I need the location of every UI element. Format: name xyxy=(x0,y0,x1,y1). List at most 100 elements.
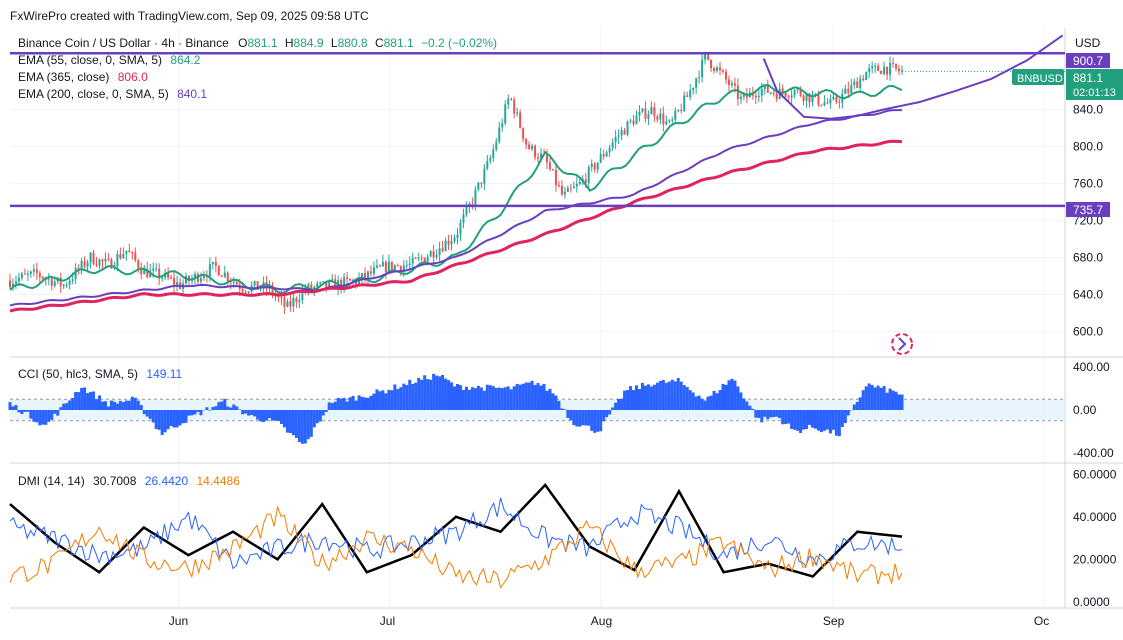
cci-bar xyxy=(766,410,770,420)
cci-bar xyxy=(157,410,161,430)
cci-bar xyxy=(682,385,686,410)
cci-bar xyxy=(136,400,140,410)
credit-line: FxWirePro created with TradingView.com, … xyxy=(10,9,369,23)
cci-bar xyxy=(793,410,797,430)
cci-bar xyxy=(709,395,713,410)
candle-body xyxy=(793,90,796,96)
dmi-legend[interactable]: DMI (14, 14) 30.7008 26.4420 14.4486 xyxy=(18,474,240,488)
candle-body xyxy=(223,272,226,277)
cci-bar xyxy=(605,410,609,418)
candle-body xyxy=(531,145,534,150)
currency-label[interactable]: USD xyxy=(1075,36,1101,50)
tradingview-logo-icon[interactable] xyxy=(891,333,913,355)
cci-bar xyxy=(620,398,624,410)
cci-bar xyxy=(572,410,576,426)
last-price-tag-bg xyxy=(1066,69,1123,100)
cci-bar xyxy=(673,381,677,410)
symbol-title[interactable]: Binance Coin / US Dollar · 4h · Binance xyxy=(18,36,229,50)
candle-body xyxy=(537,157,540,159)
cci-bar xyxy=(44,410,48,425)
candle-body xyxy=(196,273,199,282)
time-axis-label: Aug xyxy=(591,614,612,628)
candle-body xyxy=(584,179,587,184)
cci-bar xyxy=(336,397,340,410)
cci-bar xyxy=(590,410,594,431)
cci-bar xyxy=(772,410,776,418)
cci-bar xyxy=(637,389,641,410)
minus-di-line xyxy=(9,505,903,589)
candle-body xyxy=(629,120,632,122)
dmi-tick-label: 20.0000 xyxy=(1073,552,1117,566)
candle-body xyxy=(513,99,516,114)
cci-bar xyxy=(291,410,295,436)
candle-body xyxy=(384,261,387,273)
cci-bar xyxy=(97,395,101,410)
cci-bar xyxy=(354,400,358,410)
cci-bar xyxy=(241,410,245,415)
cci-legend[interactable]: CCI (50, hlc3, SMA, 5) 149.11 xyxy=(18,367,182,381)
cci-bar xyxy=(285,410,289,433)
close-label: C xyxy=(374,36,384,50)
cci-bar xyxy=(450,382,454,410)
candle-body xyxy=(202,275,205,278)
cci-bar xyxy=(56,410,60,416)
price-tick-label: 680.0 xyxy=(1073,250,1103,264)
candle-body xyxy=(754,95,757,98)
candle-body xyxy=(569,187,572,189)
cci-bar xyxy=(566,410,570,418)
candle-body xyxy=(599,154,602,163)
cci-bar xyxy=(718,390,722,410)
ema55-value: 864.2 xyxy=(170,53,201,67)
ema200-legend[interactable]: EMA (200, close, 0, SMA, 5) 840.1 xyxy=(18,87,207,101)
cci-bar xyxy=(89,391,93,410)
candle-body xyxy=(683,95,686,112)
candle-body xyxy=(492,149,495,159)
cci-bar xyxy=(623,390,627,410)
cci-bar xyxy=(163,410,167,433)
candle-body xyxy=(522,127,525,139)
candle-body xyxy=(724,71,727,80)
candle-body xyxy=(617,135,620,137)
candle-body xyxy=(880,70,883,74)
candle-body xyxy=(862,78,865,81)
cci-bar xyxy=(324,410,328,412)
cci-bar xyxy=(661,379,665,410)
cci-bar xyxy=(208,410,212,411)
candle-body xyxy=(859,78,862,89)
candle-body xyxy=(420,257,423,259)
candle-body xyxy=(733,83,736,86)
candle-body xyxy=(298,300,301,302)
cci-bar xyxy=(843,410,847,424)
cci-bar xyxy=(697,395,701,410)
candle-body xyxy=(626,121,629,135)
cci-bar xyxy=(184,410,188,423)
cci-bar xyxy=(193,410,197,415)
candle-body xyxy=(161,277,164,279)
ema55-legend[interactable]: EMA (55, close, 0, SMA, 5) 864.2 xyxy=(18,53,200,67)
ema365-legend[interactable]: EMA (365, close) 806.0 xyxy=(18,70,148,84)
cci-bar xyxy=(387,389,391,410)
candle-body xyxy=(408,263,411,266)
cci-bar xyxy=(742,398,746,410)
candle-body xyxy=(35,269,38,274)
cci-bar xyxy=(891,390,895,410)
cci-bar xyxy=(611,407,615,410)
candle-body xyxy=(128,250,131,253)
candle-body xyxy=(853,81,856,85)
candle-body xyxy=(572,186,575,189)
cci-bar xyxy=(700,398,704,410)
cci-bar xyxy=(432,373,436,410)
candle-body xyxy=(871,66,874,69)
cci-bar xyxy=(760,410,764,423)
candle-body xyxy=(886,66,889,75)
candle-body xyxy=(474,189,477,205)
candle-body xyxy=(495,141,498,150)
candle-body xyxy=(620,130,623,136)
cci-bar xyxy=(464,386,468,410)
cci-bar xyxy=(757,410,761,418)
close-value: 881.1 xyxy=(383,36,414,50)
cci-bar xyxy=(300,410,304,444)
cci-bar xyxy=(333,401,337,410)
cci-bar xyxy=(512,386,516,410)
candle-body xyxy=(247,291,250,293)
